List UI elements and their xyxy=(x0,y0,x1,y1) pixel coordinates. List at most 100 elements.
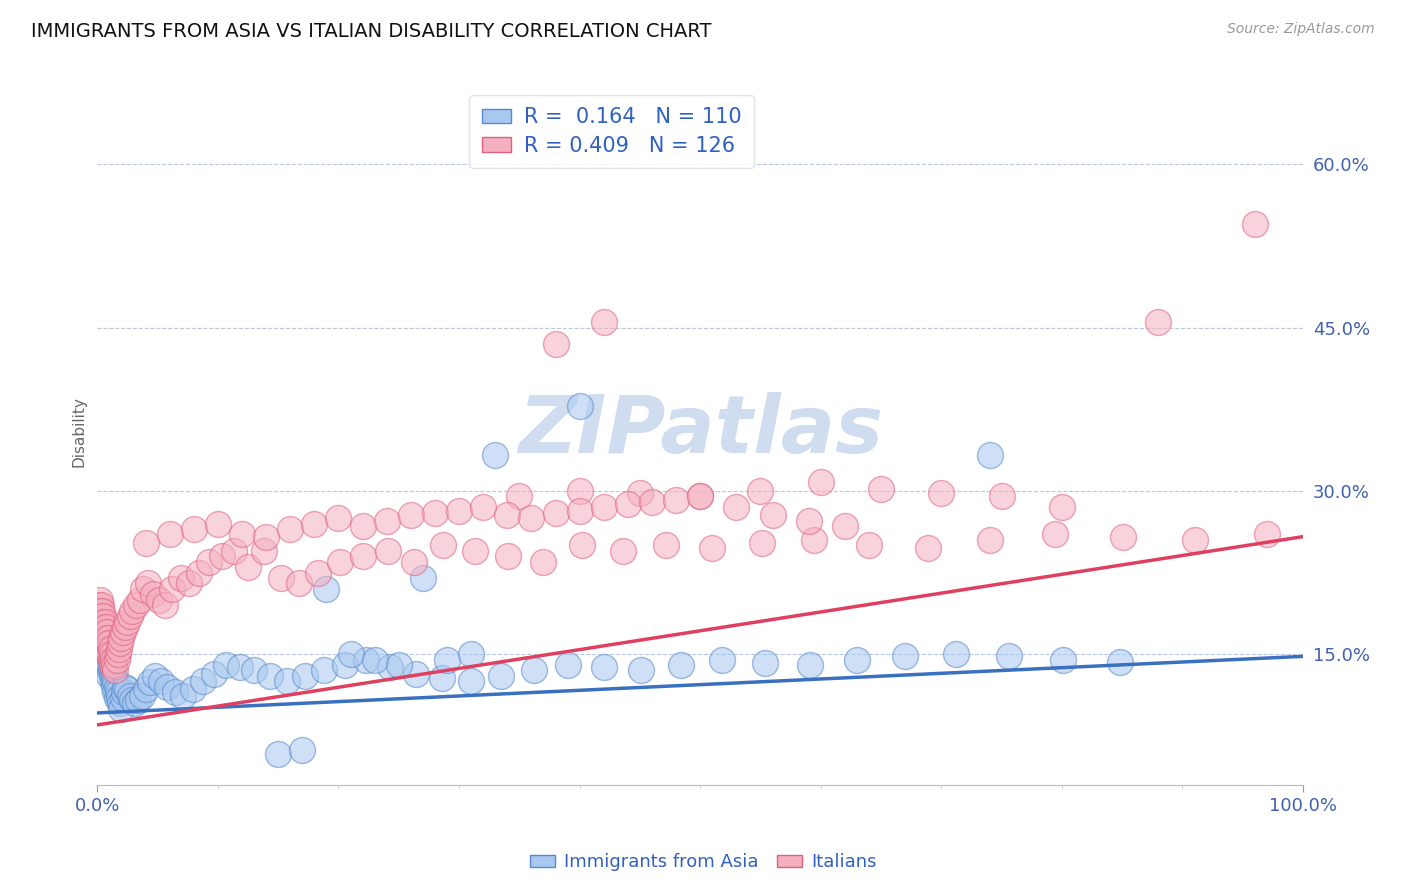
Point xyxy=(405,666,427,681)
Point xyxy=(979,533,1001,547)
Point xyxy=(96,658,118,673)
Point xyxy=(118,689,141,703)
Point xyxy=(94,631,117,645)
Point xyxy=(90,620,112,634)
Point xyxy=(104,674,127,689)
Point xyxy=(135,681,157,696)
Point xyxy=(363,652,385,666)
Point xyxy=(460,674,482,689)
Point xyxy=(153,598,176,612)
Point xyxy=(94,641,117,656)
Point xyxy=(97,652,120,666)
Point xyxy=(96,647,118,661)
Point xyxy=(93,620,115,634)
Point xyxy=(100,652,122,666)
Point xyxy=(91,636,114,650)
Point xyxy=(1112,530,1135,544)
Point xyxy=(181,681,204,696)
Point xyxy=(87,620,110,634)
Point xyxy=(432,538,454,552)
Point xyxy=(91,647,114,661)
Point xyxy=(523,664,546,678)
Point xyxy=(399,508,422,522)
Point xyxy=(91,625,114,640)
Point xyxy=(484,448,506,462)
Point xyxy=(128,592,150,607)
Point xyxy=(103,658,125,673)
Point xyxy=(118,609,141,624)
Point xyxy=(665,492,688,507)
Point xyxy=(98,647,121,661)
Point xyxy=(998,649,1021,664)
Point xyxy=(761,508,783,522)
Point xyxy=(104,664,127,678)
Point xyxy=(93,625,115,640)
Point xyxy=(131,689,153,703)
Point xyxy=(1108,655,1130,669)
Point xyxy=(751,536,773,550)
Point xyxy=(388,658,411,673)
Point xyxy=(307,566,329,580)
Point xyxy=(592,500,614,515)
Point xyxy=(557,658,579,673)
Point xyxy=(202,666,225,681)
Point xyxy=(198,555,221,569)
Point xyxy=(430,671,453,685)
Point xyxy=(93,636,115,650)
Point xyxy=(222,543,245,558)
Point xyxy=(105,690,128,705)
Point xyxy=(101,652,124,666)
Point xyxy=(163,685,186,699)
Point xyxy=(294,669,316,683)
Point xyxy=(89,615,111,629)
Point xyxy=(236,560,259,574)
Point xyxy=(725,500,748,515)
Point xyxy=(89,647,111,661)
Point xyxy=(91,615,114,629)
Point xyxy=(97,631,120,645)
Point xyxy=(568,503,591,517)
Text: Source: ZipAtlas.com: Source: ZipAtlas.com xyxy=(1227,22,1375,37)
Point xyxy=(101,664,124,678)
Point xyxy=(799,658,821,673)
Point xyxy=(592,315,614,329)
Point xyxy=(90,641,112,656)
Point xyxy=(90,609,112,624)
Point xyxy=(87,620,110,634)
Point xyxy=(142,587,165,601)
Point xyxy=(1050,500,1073,515)
Point xyxy=(98,636,121,650)
Point xyxy=(107,685,129,699)
Point xyxy=(112,685,135,699)
Point xyxy=(87,641,110,656)
Point xyxy=(858,538,880,552)
Point xyxy=(628,486,651,500)
Point xyxy=(89,592,111,607)
Point xyxy=(810,475,832,490)
Point xyxy=(380,660,402,674)
Point xyxy=(91,615,114,629)
Point xyxy=(87,609,110,624)
Point xyxy=(423,506,446,520)
Point xyxy=(291,743,314,757)
Point xyxy=(498,549,520,564)
Point xyxy=(90,598,112,612)
Point xyxy=(136,576,159,591)
Point xyxy=(89,625,111,640)
Point xyxy=(352,518,374,533)
Point xyxy=(169,571,191,585)
Point xyxy=(101,669,124,683)
Point xyxy=(90,652,112,666)
Point xyxy=(1147,315,1170,329)
Point xyxy=(94,631,117,645)
Point xyxy=(333,658,356,673)
Point xyxy=(278,522,301,536)
Point xyxy=(90,609,112,624)
Point xyxy=(87,609,110,624)
Point xyxy=(101,647,124,661)
Point xyxy=(979,448,1001,462)
Point xyxy=(177,576,200,591)
Point xyxy=(702,541,724,555)
Point xyxy=(114,680,136,694)
Point xyxy=(894,649,917,664)
